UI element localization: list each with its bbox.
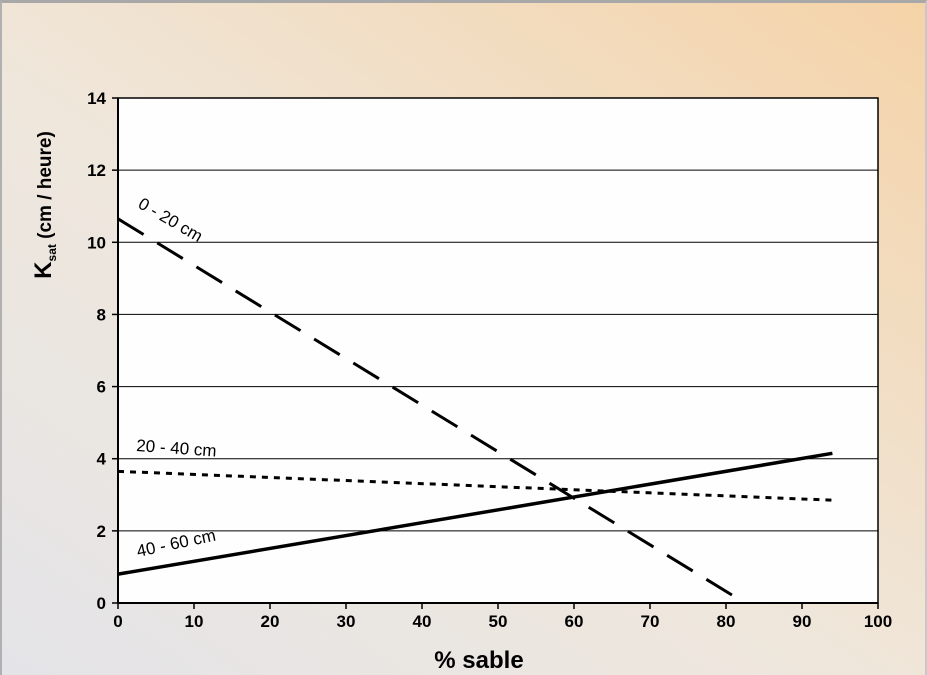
x-tick-label: 50 [489, 612, 508, 631]
y-axis-title-subscript: sat [45, 244, 59, 261]
x-tick-label: 80 [717, 612, 736, 631]
series-line-0-20-cmcm [117, 217, 746, 605]
y-axis-title-main: K [30, 261, 57, 279]
y-tick-label: 0 [97, 594, 106, 613]
series-lines [117, 217, 833, 605]
x-tick-label: 90 [793, 612, 812, 631]
x-tick-label: 0 [113, 612, 122, 631]
y-axis-title-units: (cm / heure) [35, 131, 56, 244]
y-tick-label: 8 [97, 305, 106, 324]
y-tick-label: 6 [97, 378, 106, 397]
x-tick-label: 100 [864, 612, 892, 631]
y-tick-label: 10 [87, 233, 106, 252]
y-tick-label: 14 [87, 89, 106, 108]
y-axis-ticks: 0 2 4 6 8 10 12 14 [87, 89, 118, 613]
x-tick-label: 70 [641, 612, 660, 631]
x-axis-title: % sable [434, 647, 523, 674]
x-tick-label: 60 [565, 612, 584, 631]
series-line-40-60-cmcm [117, 451, 833, 576]
x-tick-label: 40 [413, 612, 432, 631]
x-tick-label: 20 [261, 612, 280, 631]
x-tick-label: 10 [185, 612, 204, 631]
x-axis-ticks: 0 10 20 30 40 50 60 70 80 90 100 [113, 603, 892, 631]
plot-area [117, 97, 879, 604]
x-tick-label: 30 [337, 612, 356, 631]
y-tick-label: 4 [97, 450, 107, 469]
y-axis-title: Ksat (cm / heure) [30, 131, 59, 279]
y-tick-label: 2 [97, 522, 106, 541]
gridlines [118, 169, 878, 532]
y-tick-label: 12 [87, 161, 106, 180]
